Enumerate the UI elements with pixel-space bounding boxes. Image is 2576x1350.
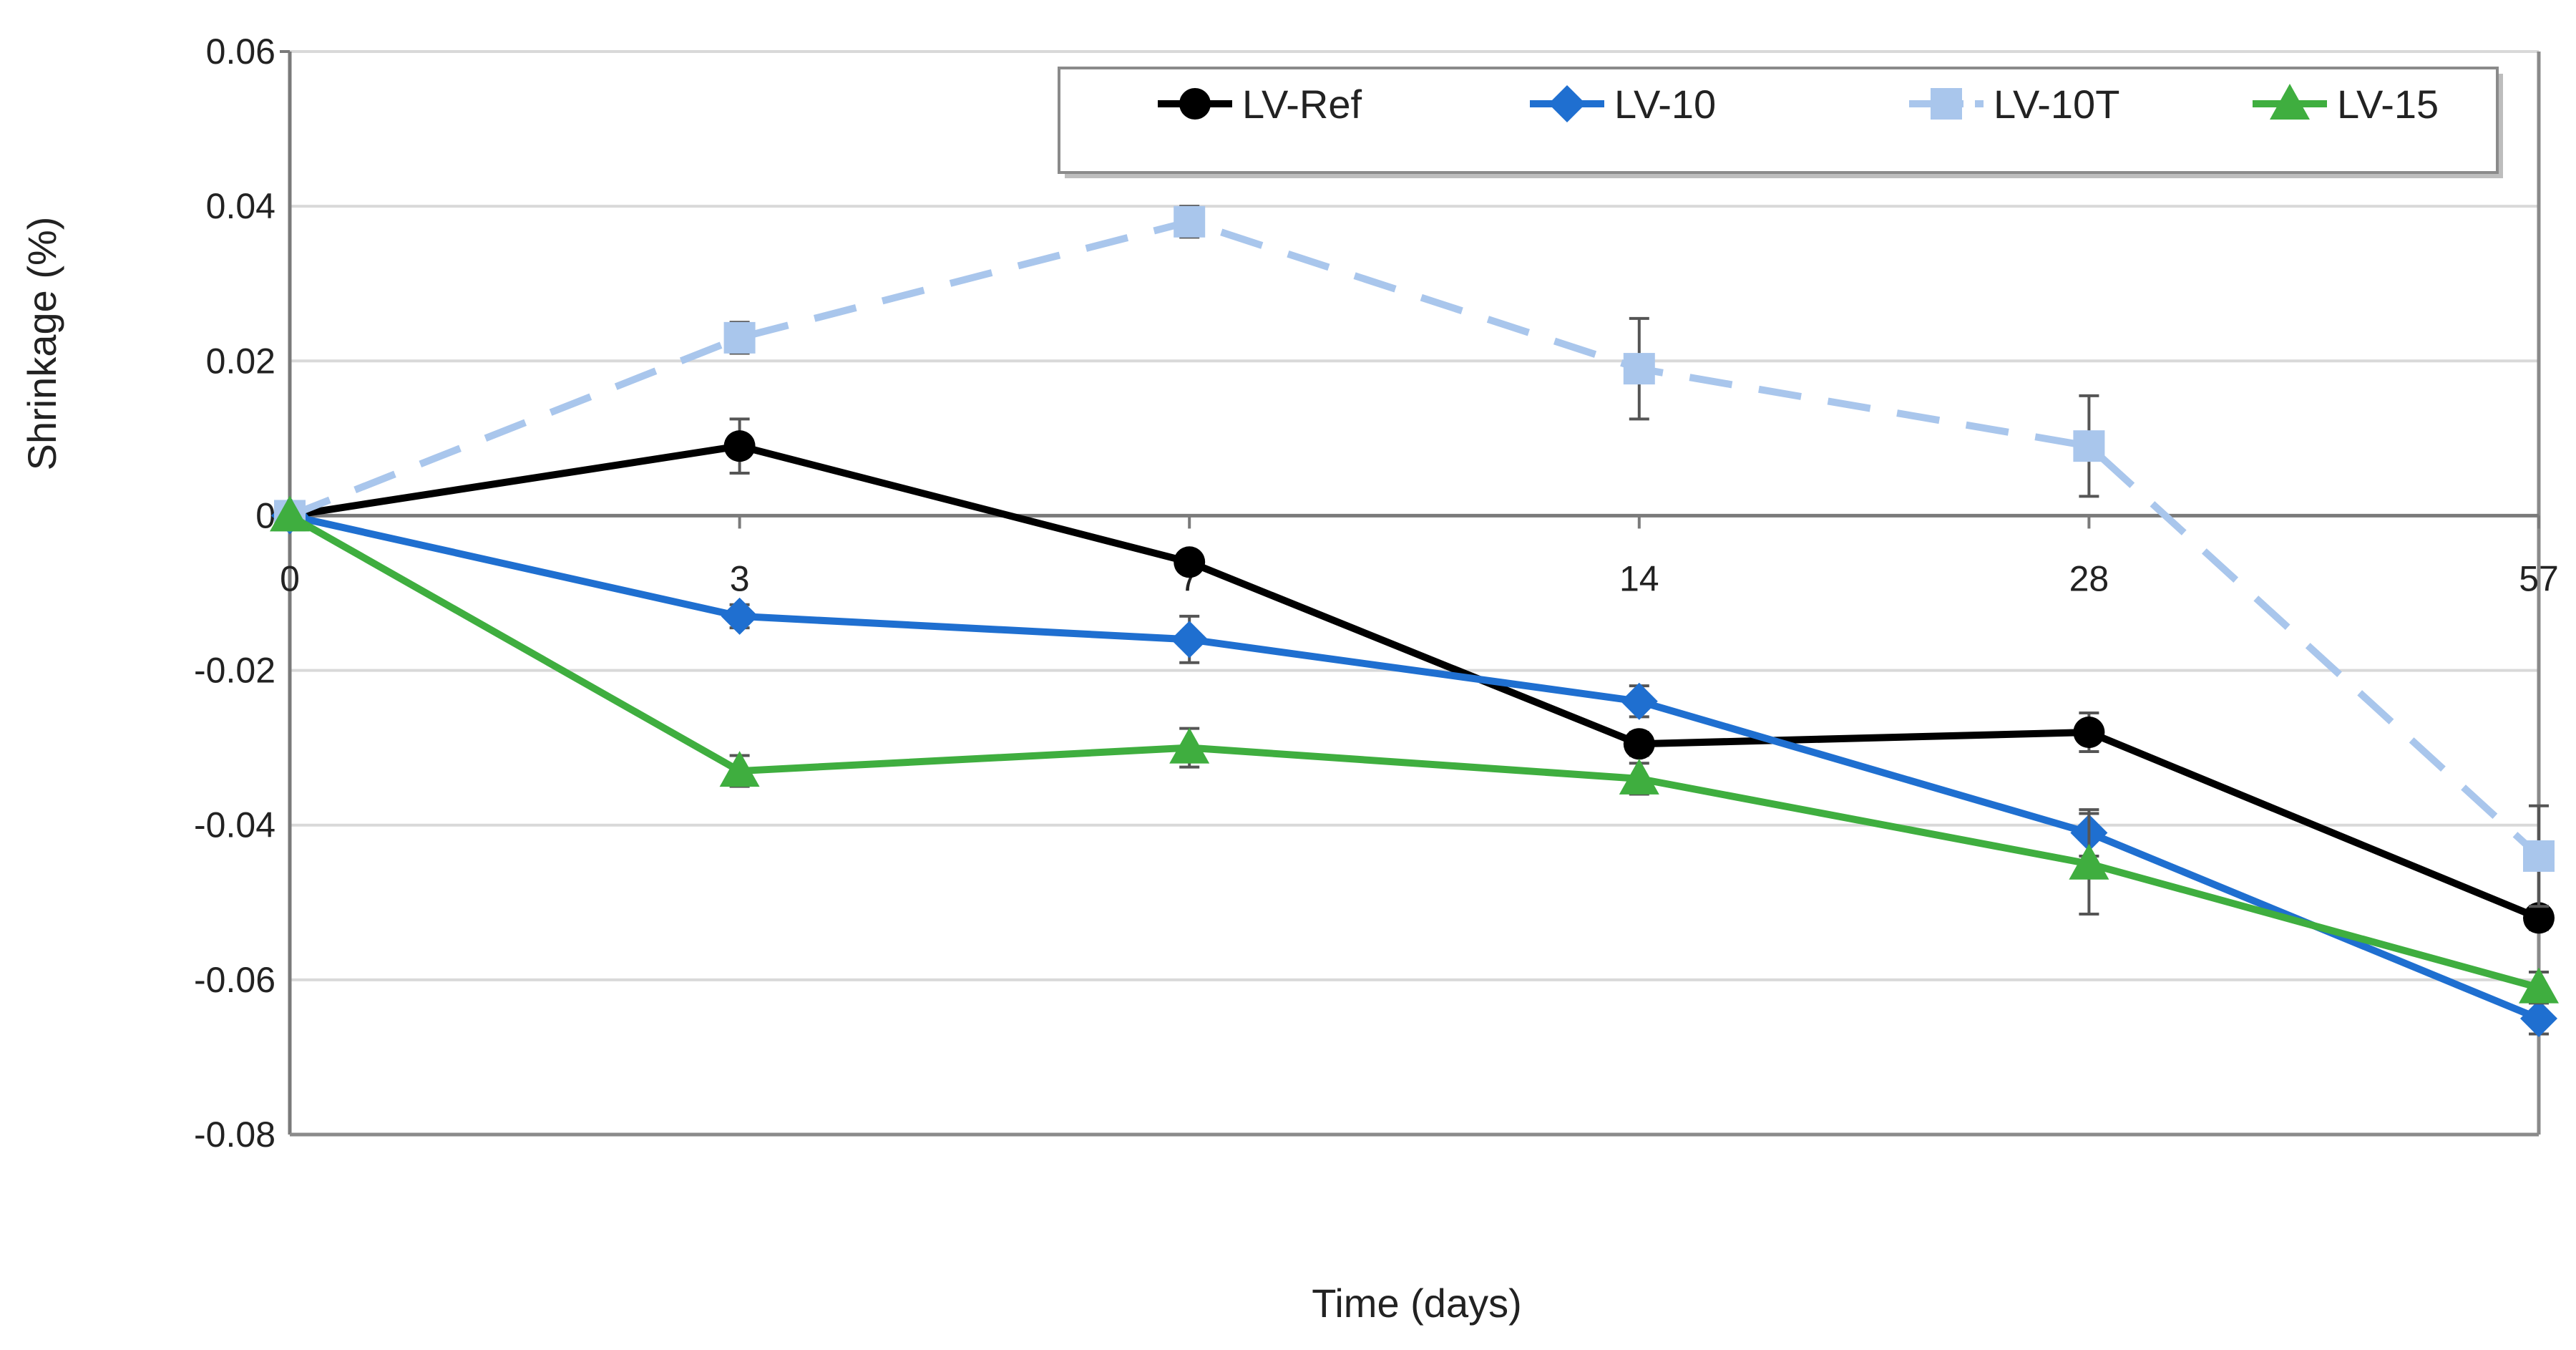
legend-box	[1058, 67, 2499, 174]
y-tick-labels: 0.060.040.020-0.02-0.04-0.06-0.08	[194, 31, 275, 1155]
data-point-lv-15	[719, 751, 760, 787]
legend-item-lv-10t: LV-10T	[1909, 82, 2119, 127]
legend-item-lv-10: LV-10	[1530, 82, 1716, 127]
x-tick-label: 57	[2519, 558, 2559, 598]
data-point-lv-10t	[2523, 840, 2555, 872]
y-tick-label: -0.06	[194, 960, 275, 1000]
legend-marker-lv-15	[2270, 84, 2310, 120]
data-point-lv-10	[721, 597, 758, 635]
data-point-lv-15	[2069, 843, 2109, 880]
x-tick-labels: 0 3 7 14 28 57	[280, 558, 2559, 598]
legend-label-lv-10t: LV-10T	[1994, 82, 2119, 127]
legend-label-lv-10: LV-10	[1614, 82, 1716, 127]
x-axis-title: Time (days)	[1312, 1281, 1522, 1326]
y-tick-label: -0.04	[194, 805, 275, 845]
data-point-lv-10	[2520, 999, 2557, 1037]
y-tick-label: -0.08	[194, 1115, 275, 1155]
data-point-lv-10t	[1623, 353, 1655, 385]
x-tick-label: 14	[1619, 558, 1659, 598]
data-point-lv-10	[1171, 621, 1209, 659]
y-tick-label: 0.06	[206, 31, 275, 72]
y-tick-label: -0.02	[194, 651, 275, 691]
data-point-lv-ref	[1623, 728, 1655, 760]
legend-marker-lv-10	[1548, 85, 1586, 122]
series-line-lv-ref	[286, 442, 2542, 922]
data-point-lv-10t	[1174, 205, 1206, 238]
data-point-lv-15	[270, 495, 310, 532]
y-axis-title: Shrinkage (%)	[19, 217, 64, 471]
x-tick-label: 28	[2069, 558, 2109, 598]
series-line-lv-15	[286, 512, 2542, 991]
series-line-lv-10	[286, 512, 2542, 1022]
data-point-lv-10t	[723, 321, 756, 354]
data-point-lv-ref	[723, 430, 756, 462]
legend-items: LV-Ref LV-10 LV-10T LV-15	[1158, 82, 2439, 127]
y-tick-label: 0.04	[206, 186, 275, 226]
series-lv-10t	[274, 205, 2555, 908]
legend-item-lv-15: LV-15	[2253, 82, 2439, 127]
data-point-lv-15	[2519, 967, 2559, 1004]
data-point-lv-ref	[1174, 546, 1206, 578]
data-point-lv-10	[1620, 682, 1658, 720]
legend-label-lv-15: LV-15	[2337, 82, 2439, 127]
series-line-lv-10t	[288, 218, 2542, 859]
legend-item-lv-ref: LV-Ref	[1158, 82, 1362, 127]
x-tick-label: 0	[280, 558, 300, 598]
series-layer	[270, 205, 2559, 1037]
legend-label-lv-ref: LV-Ref	[1242, 82, 1362, 127]
y-tick-label: 0.02	[206, 341, 275, 381]
legend-marker-lv-ref	[1179, 88, 1211, 120]
series-lv-15	[270, 495, 2559, 1005]
data-point-lv-15	[1619, 758, 1659, 795]
data-point-lv-ref	[2073, 717, 2105, 749]
legend: LV-Ref LV-10 LV-10T LV-15	[1058, 67, 2503, 178]
data-point-lv-ref	[2523, 902, 2555, 934]
data-point-lv-10t	[2073, 430, 2105, 462]
legend-marker-lv-10t	[1931, 88, 1962, 120]
x-tick-label: 3	[730, 558, 750, 598]
data-point-lv-15	[1169, 727, 1210, 764]
